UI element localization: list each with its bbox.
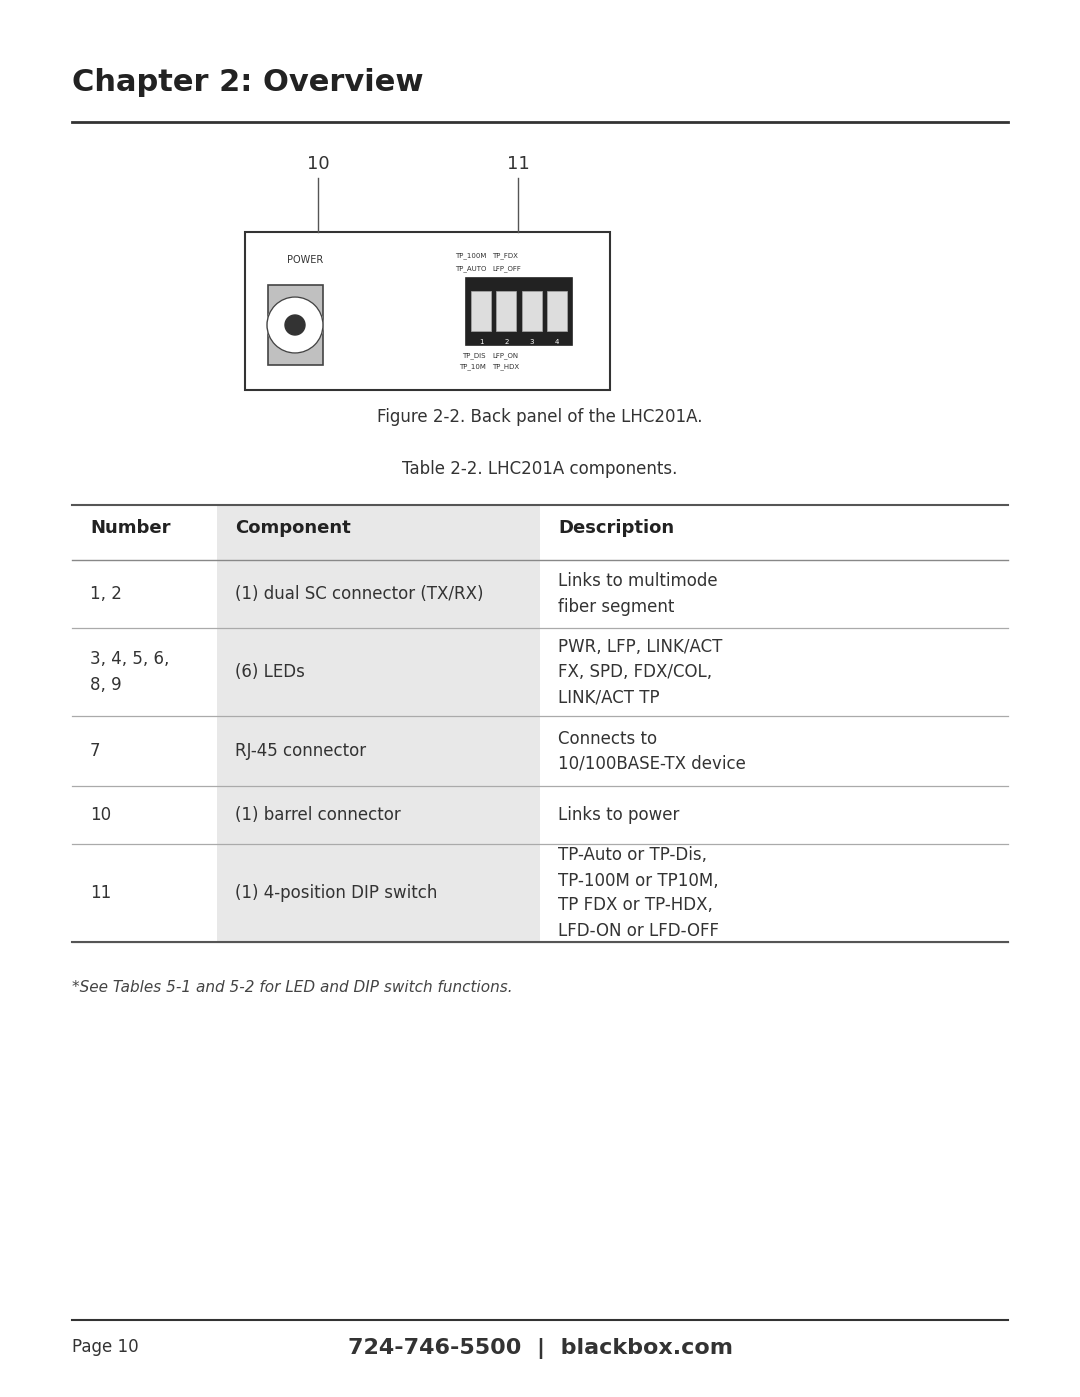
Text: Links to power: Links to power (558, 806, 679, 824)
Text: 2: 2 (504, 339, 509, 345)
Text: TP_HDX: TP_HDX (492, 363, 519, 370)
Text: (6) LEDs: (6) LEDs (235, 664, 305, 680)
Text: Table 2-2. LHC201A components.: Table 2-2. LHC201A components. (403, 460, 677, 478)
Text: TP_10M: TP_10M (459, 363, 486, 370)
Text: 3, 4, 5, 6,
8, 9: 3, 4, 5, 6, 8, 9 (90, 651, 170, 693)
Text: Description: Description (558, 520, 674, 536)
Text: 7: 7 (90, 742, 100, 760)
Text: Number: Number (90, 520, 171, 536)
Bar (245, 232, 610, 390)
Text: POWER: POWER (287, 256, 323, 265)
Text: Chapter 2: Overview: Chapter 2: Overview (72, 68, 423, 96)
Text: Figure 2-2. Back panel of the LHC201A.: Figure 2-2. Back panel of the LHC201A. (377, 408, 703, 426)
Text: TP_FDX: TP_FDX (492, 251, 518, 258)
Text: 10: 10 (307, 155, 329, 173)
Text: Component: Component (235, 520, 351, 536)
Text: 3: 3 (529, 339, 534, 345)
Text: 1, 2: 1, 2 (90, 585, 122, 604)
Text: 11: 11 (507, 155, 529, 173)
Text: (1) dual SC connector (TX/RX): (1) dual SC connector (TX/RX) (235, 585, 484, 604)
Text: (1) 4-position DIP switch: (1) 4-position DIP switch (235, 884, 437, 902)
Text: TP_AUTO: TP_AUTO (455, 265, 486, 272)
Text: LFP_OFF: LFP_OFF (492, 265, 521, 272)
Text: TP-Auto or TP-Dis,
TP-100M or TP10M,
TP FDX or TP-HDX,
LFD-ON or LFD-OFF: TP-Auto or TP-Dis, TP-100M or TP10M, TP … (558, 847, 719, 940)
Text: Page 10: Page 10 (72, 1338, 138, 1356)
Text: 11: 11 (90, 884, 111, 902)
Text: DIP ON↑: DIP ON↑ (504, 332, 535, 339)
Text: RJ-45 connector: RJ-45 connector (235, 742, 366, 760)
Bar (471, 291, 491, 331)
Bar (522, 291, 541, 331)
Bar (217, 504, 540, 942)
Text: Connects to
10/100BASE-TX device: Connects to 10/100BASE-TX device (558, 729, 746, 773)
Circle shape (267, 298, 323, 353)
Text: 4: 4 (555, 339, 559, 345)
Text: 724-746-5500  |  blackbox.com: 724-746-5500 | blackbox.com (348, 1338, 732, 1359)
Text: 10: 10 (90, 806, 111, 824)
Bar (546, 291, 567, 331)
Bar (465, 278, 572, 345)
Bar (497, 291, 516, 331)
Text: *See Tables 5-1 and 5-2 for LED and DIP switch functions.: *See Tables 5-1 and 5-2 for LED and DIP … (72, 981, 513, 995)
Text: PWR, LFP, LINK/ACT
FX, SPD, FDX/COL,
LINK/ACT TP: PWR, LFP, LINK/ACT FX, SPD, FDX/COL, LIN… (558, 638, 723, 705)
Text: Links to multimode
fiber segment: Links to multimode fiber segment (558, 573, 717, 616)
Text: TP_DIS: TP_DIS (462, 352, 486, 359)
Text: LFP_ON: LFP_ON (492, 352, 518, 359)
Text: (1) barrel connector: (1) barrel connector (235, 806, 401, 824)
Bar (268, 285, 323, 365)
Circle shape (285, 314, 305, 335)
Text: TP_100M: TP_100M (455, 251, 486, 258)
Text: 1: 1 (478, 339, 484, 345)
